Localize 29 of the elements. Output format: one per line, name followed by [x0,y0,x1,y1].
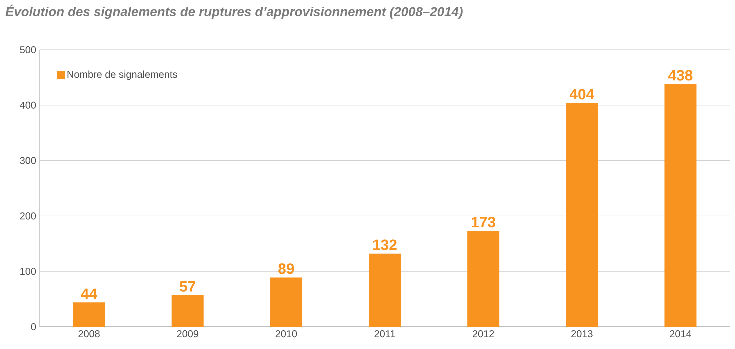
x-tick-label: 2008 [78,330,100,338]
y-tick-label: 500 [20,46,36,54]
y-tick-label: 0 [31,323,36,331]
bar [664,84,697,327]
bar [270,278,302,327]
data-label: 438 [668,70,693,81]
x-tick-label: 2011 [374,330,396,338]
data-label: 44 [81,288,98,300]
data-label: 173 [472,217,496,228]
data-label: 57 [180,281,196,292]
x-tick-label: 2010 [276,330,298,338]
x-tick-label: 2014 [670,330,692,338]
y-tick-label: 300 [20,157,36,164]
bar [73,302,106,327]
legend-label: Nombre de signalements [68,70,178,80]
data-label: 404 [570,89,595,100]
x-tick-label: 2009 [177,330,198,338]
chart-title: Évolution des signalements de ruptures d’approvisionnement (2008–2014) [6,4,463,20]
y-tick-label: 100 [20,268,36,276]
x-tick-label: 2012 [472,330,494,338]
data-label: 132 [373,240,397,250]
data-label: 89 [278,264,294,274]
y-tick-label: 400 [20,102,36,109]
bar [566,103,598,327]
x-tick-label: 2013 [572,330,593,338]
bar [369,254,402,327]
bar [468,231,500,327]
y-tick-label: 200 [20,212,36,220]
bar [172,295,204,327]
